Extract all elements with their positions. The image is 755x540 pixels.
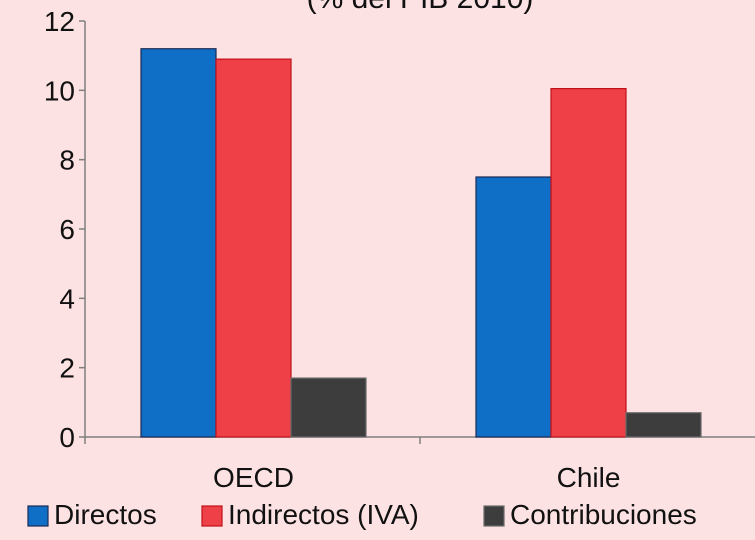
- legend-label-1: Indirectos (IVA): [228, 499, 419, 530]
- legend-label-0: Directos: [54, 499, 157, 530]
- bar-directos-chile: [475, 176, 552, 438]
- legend-label-2: Contribuciones: [510, 499, 697, 530]
- y-axis: 0 2 4 6 8 10 12: [44, 6, 86, 453]
- bars: [140, 48, 702, 438]
- y-tick-label-4: 8: [59, 145, 75, 176]
- bar-indirectos-iva-chile: [550, 87, 627, 438]
- y-tick-label-3: 6: [59, 214, 75, 245]
- category-labels: OECD Chile: [213, 462, 620, 493]
- x-axis: [84, 436, 755, 444]
- bar-contribuciones-oecd: [290, 377, 367, 438]
- category-label-chile: Chile: [557, 462, 621, 493]
- bar-contribuciones-chile: [625, 412, 702, 438]
- legend: Directos Indirectos (IVA) Contribuciones: [27, 499, 697, 530]
- legend-swatch-2: [483, 505, 505, 527]
- bar-indirectos-iva-oecd: [215, 58, 292, 438]
- y-tick-label-5: 10: [44, 75, 75, 106]
- y-tick-label-0: 0: [59, 422, 75, 453]
- chart-title: (% del PIB 2010): [307, 0, 534, 15]
- y-tick-label-2: 4: [59, 283, 75, 314]
- bar-directos-oecd: [140, 48, 217, 438]
- y-tick-label-1: 2: [59, 353, 75, 384]
- category-label-oecd: OECD: [213, 462, 294, 493]
- legend-swatch-1: [201, 505, 223, 527]
- y-tick-label-6: 12: [44, 6, 75, 37]
- legend-swatch-0: [27, 505, 49, 527]
